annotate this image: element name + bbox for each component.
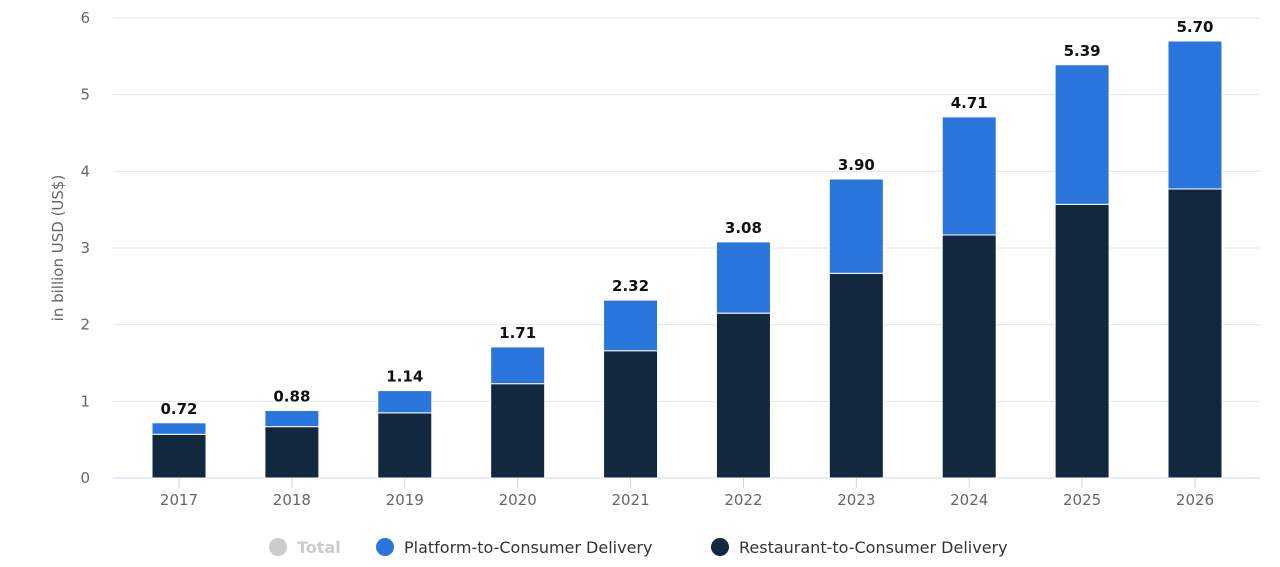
x-tick-label: 2018 (273, 491, 311, 509)
legend-marker-icon (269, 538, 287, 556)
bar-segment-platform[interactable] (377, 390, 433, 414)
bar-segment-restaurant[interactable] (377, 412, 433, 479)
bar-segment-restaurant[interactable] (490, 383, 546, 479)
y-tick-label: 6 (80, 9, 90, 27)
x-tick-label: 2020 (499, 491, 537, 509)
data-label: 5.39 (1064, 42, 1101, 60)
gridlines (113, 17, 1260, 479)
x-tick-label: 2024 (950, 491, 988, 509)
x-tick-label: 2019 (386, 491, 424, 509)
bar-segment-platform[interactable] (941, 116, 997, 236)
y-tick-label: 1 (80, 392, 90, 410)
bar-segment-restaurant[interactable] (715, 312, 771, 479)
legend-item[interactable]: Total (269, 538, 341, 557)
y-tick-label: 3 (80, 239, 90, 257)
legend-label: Restaurant-to-Consumer Delivery (739, 538, 1008, 557)
bar-segment-platform[interactable] (603, 299, 659, 352)
bar-segment-platform[interactable] (828, 178, 884, 274)
legend-label: Platform-to-Consumer Delivery (404, 538, 652, 557)
bar-segment-restaurant[interactable] (1054, 203, 1110, 479)
legend: Total Platform-to-Consumer Delivery Restau… (269, 538, 1008, 557)
bar-segment-platform[interactable] (1167, 40, 1223, 190)
data-label: 3.90 (838, 156, 875, 174)
y-tick-label: 2 (80, 316, 90, 334)
x-tick-label: 2017 (160, 491, 198, 509)
x-tick-label: 2026 (1176, 491, 1214, 509)
bar-segment-platform[interactable] (1054, 64, 1110, 205)
data-label: 2.32 (612, 277, 649, 295)
x-tick-label: 2021 (611, 491, 649, 509)
y-axis-ticks: 0 1 2 3 4 5 6 (80, 9, 90, 487)
bar-segment-platform[interactable] (715, 241, 771, 314)
data-label: 0.72 (160, 400, 197, 418)
x-axis-ticks: 2017 2018 2019 2020 2021 2022 2023 2024 2025 2026 (160, 478, 1214, 509)
x-tick-label: 2025 (1063, 491, 1101, 509)
bar-segment-restaurant[interactable] (941, 234, 997, 479)
bar-segment-restaurant[interactable] (603, 350, 659, 479)
bar-segment-restaurant[interactable] (828, 272, 884, 479)
legend-marker-icon (376, 538, 394, 556)
bar-segment-platform[interactable] (151, 422, 207, 435)
data-label: 5.70 (1176, 18, 1213, 36)
data-label: 3.08 (725, 219, 762, 237)
legend-label: Total (297, 538, 341, 557)
bar-segment-platform[interactable] (264, 410, 320, 428)
y-tick-label: 0 (80, 469, 90, 487)
x-tick-label: 2022 (724, 491, 762, 509)
x-tick-label: 2023 (837, 491, 875, 509)
legend-marker-icon (711, 538, 729, 556)
legend-item[interactable]: Restaurant-to-Consumer Delivery (711, 538, 1008, 557)
data-label: 0.88 (273, 388, 310, 406)
bars: 0.72 0.88 1.14 1.71 2.32 3.08 3.90 4.71 5.39 5.70 (151, 18, 1223, 479)
y-tick-label: 5 (80, 86, 90, 104)
bar-segment-platform[interactable] (490, 346, 546, 385)
y-tick-label: 4 (80, 162, 90, 180)
bar-segment-restaurant[interactable] (264, 426, 320, 479)
data-label: 1.71 (499, 324, 536, 342)
bar-segment-restaurant[interactable] (1167, 188, 1223, 479)
y-axis-label: in billion USD (US$) (49, 175, 67, 322)
data-label: 1.14 (386, 368, 423, 386)
data-label: 4.71 (951, 94, 988, 112)
bar-segment-restaurant[interactable] (151, 433, 207, 479)
legend-item[interactable]: Platform-to-Consumer Delivery (376, 538, 652, 557)
